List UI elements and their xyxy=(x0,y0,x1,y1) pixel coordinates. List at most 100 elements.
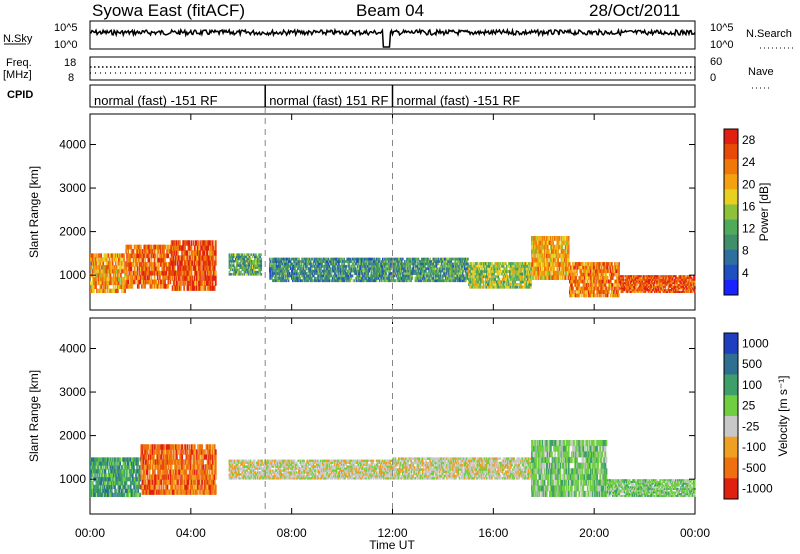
range-cell xyxy=(521,285,524,289)
range-cell xyxy=(523,285,526,289)
range-cell xyxy=(682,282,685,285)
range-cell xyxy=(595,286,597,291)
range-cell xyxy=(634,282,636,285)
range-cell xyxy=(202,270,204,276)
range-cell xyxy=(319,262,321,266)
range-cell xyxy=(465,276,467,280)
range-cell xyxy=(671,290,674,293)
range-cell xyxy=(519,280,522,284)
range-cell xyxy=(596,262,598,266)
range-cell xyxy=(453,267,456,271)
range-cell xyxy=(345,274,348,278)
range-cell xyxy=(205,240,208,246)
range-cell xyxy=(415,279,418,283)
range-cell xyxy=(369,262,372,266)
range-cell xyxy=(453,279,456,283)
range-cell xyxy=(203,280,206,286)
range-cell xyxy=(330,257,333,261)
range-cell xyxy=(648,276,651,280)
range-cell xyxy=(257,264,259,267)
range-cell xyxy=(424,257,426,261)
range-cell xyxy=(339,264,341,268)
range-cell xyxy=(538,249,541,254)
range-cell xyxy=(245,259,248,263)
range-cell xyxy=(494,269,497,273)
range-cell xyxy=(152,262,155,267)
range-cell xyxy=(230,255,233,259)
range-cell xyxy=(116,477,118,482)
range-cell xyxy=(424,264,426,268)
range-cell xyxy=(429,279,431,283)
range-cell xyxy=(338,269,340,273)
range-cell xyxy=(543,270,546,276)
range-cell xyxy=(111,480,113,486)
range-cell xyxy=(556,253,559,259)
range-cell xyxy=(229,266,232,269)
range-cell xyxy=(284,274,287,278)
colorbar-tick-label: 24 xyxy=(742,155,756,169)
range-cell xyxy=(183,240,185,246)
range-cell xyxy=(558,240,561,246)
range-cell xyxy=(126,262,128,267)
range-cell xyxy=(682,287,685,290)
range-cell xyxy=(654,276,656,280)
range-cell xyxy=(276,260,278,263)
range-cell xyxy=(564,262,567,267)
range-cell xyxy=(584,265,587,270)
range-cell xyxy=(347,257,350,261)
range-cell xyxy=(99,284,101,290)
range-cell xyxy=(385,257,387,261)
range-cell xyxy=(281,274,284,278)
range-cell xyxy=(232,268,235,272)
range-cell xyxy=(196,240,198,246)
range-cell xyxy=(132,473,134,478)
range-cell xyxy=(123,284,125,290)
range-cell xyxy=(132,465,134,470)
range-cell xyxy=(640,290,643,293)
range-cell xyxy=(279,262,282,266)
range-cell xyxy=(431,262,434,266)
range-cell xyxy=(387,264,389,268)
range-cell xyxy=(320,276,322,280)
range-cell xyxy=(107,284,110,290)
range-cell xyxy=(292,264,294,268)
range-cell xyxy=(501,283,504,287)
range-cell xyxy=(548,270,550,276)
range-cell xyxy=(143,279,145,285)
range-cell xyxy=(665,282,668,285)
range-cell xyxy=(439,267,442,271)
range-cell xyxy=(173,280,176,286)
range-cell xyxy=(593,262,595,266)
range-cell xyxy=(480,277,483,281)
range-cell xyxy=(153,266,156,272)
range-cell xyxy=(495,283,498,287)
range-cell xyxy=(572,290,574,294)
range-cell xyxy=(184,240,187,246)
range-cell xyxy=(565,236,568,241)
range-cell xyxy=(343,257,345,261)
y-tick-label: 4000 xyxy=(59,137,86,151)
range-cell xyxy=(368,260,371,263)
range-cell xyxy=(691,290,694,293)
range-cell xyxy=(382,274,384,278)
range-cell xyxy=(329,274,332,278)
range-cell xyxy=(524,269,527,273)
range-cell xyxy=(136,270,139,276)
range-cell xyxy=(523,275,526,279)
range-cell xyxy=(284,272,287,275)
range-cell xyxy=(304,276,307,280)
range-cell xyxy=(390,276,393,280)
range-cell xyxy=(584,283,587,287)
range-cell xyxy=(459,257,462,261)
range-cell xyxy=(594,272,596,277)
range-cell xyxy=(591,279,593,284)
range-cell xyxy=(623,285,626,288)
range-cell xyxy=(430,272,432,275)
range-cell xyxy=(236,264,238,267)
range-cell xyxy=(168,275,171,280)
range-cell xyxy=(124,480,127,486)
range-cell xyxy=(635,280,637,283)
range-cell xyxy=(672,289,675,292)
range-cell xyxy=(174,275,177,281)
range-cell xyxy=(379,272,382,275)
